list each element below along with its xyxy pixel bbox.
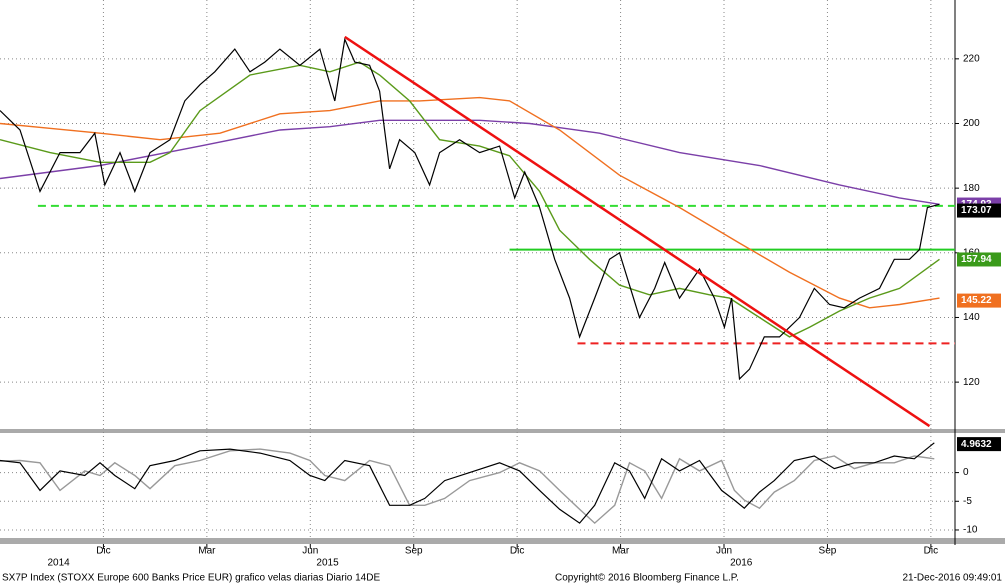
price-label: 4.9632 [961, 439, 992, 450]
line [0, 448, 935, 525]
line [0, 119, 940, 205]
price-label-box [957, 252, 1001, 267]
footer-center: Copyright© 2016 Bloomberg Finance L.P. [555, 573, 739, 584]
y-tick-label: 140 [963, 312, 980, 323]
price-label: 173.07 [961, 205, 992, 216]
line [0, 96, 940, 309]
price-label: 157.94 [961, 254, 992, 265]
price-label-box [957, 203, 1001, 218]
line [0, 37, 940, 381]
y-tick-label: -10 [963, 525, 978, 536]
year-label: 2016 [730, 558, 753, 569]
footer-right: 21-Dec-2016 09:49:01 [902, 573, 1002, 584]
y-tick-label: 0 [963, 467, 969, 478]
line [0, 442, 935, 524]
panel-divider [0, 538, 1005, 544]
price-label-box [957, 293, 1001, 308]
x-tick-label: Dic [96, 546, 110, 557]
price-label: 145.22 [961, 295, 992, 306]
x-tick-label: Dic [924, 546, 938, 557]
y-tick-label: 120 [963, 377, 980, 388]
panel-divider [0, 429, 1005, 433]
line [0, 61, 940, 338]
year-label: 2014 [47, 558, 70, 569]
x-tick-label: Jun [716, 546, 732, 557]
y-tick-label: 200 [963, 118, 980, 129]
y-tick-label: 180 [963, 183, 980, 194]
y-tick-label: -5 [963, 496, 972, 507]
y-tick-label: 220 [963, 53, 980, 64]
x-tick-label: Mar [198, 546, 216, 557]
trendline [344, 35, 931, 428]
price-label-box [957, 437, 1001, 452]
x-tick-label: Jun [302, 546, 318, 557]
footer-left: SX7P Index (STOXX Europe 600 Banks Price… [2, 573, 380, 584]
x-tick-label: Sep [819, 546, 837, 557]
x-tick-label: Sep [405, 546, 423, 557]
year-label: 2015 [316, 558, 339, 569]
x-tick-label: Mar [612, 546, 630, 557]
x-tick-label: Dic [510, 546, 524, 557]
